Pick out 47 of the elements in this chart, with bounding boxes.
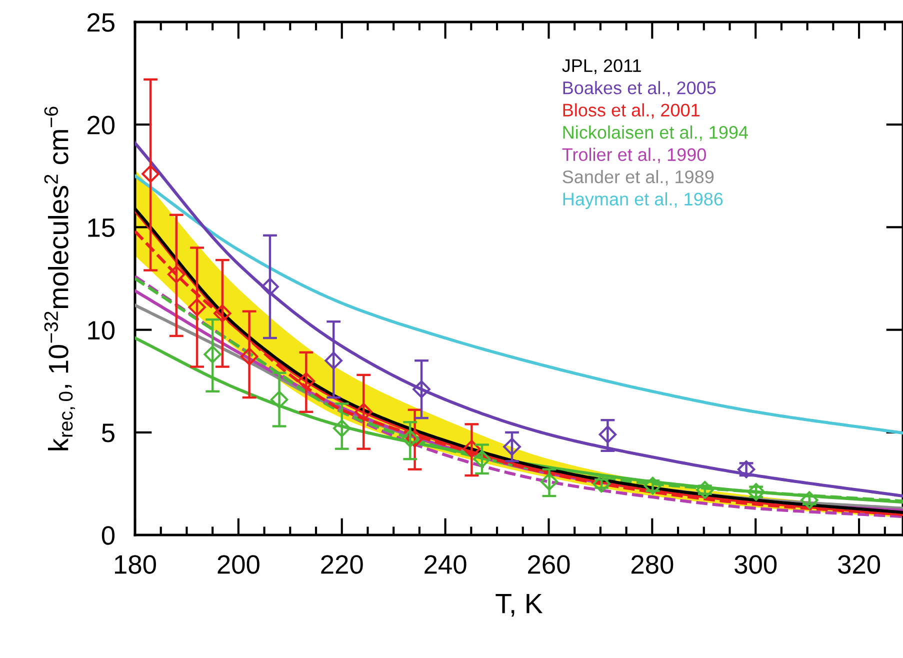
point	[503, 438, 521, 456]
point	[261, 278, 279, 296]
legend-label: JPL, 2011	[562, 59, 641, 74]
point	[297, 372, 316, 390]
point	[462, 440, 481, 458]
x-tick-label: 220	[321, 555, 363, 574]
y-tick-label: 0	[102, 526, 115, 545]
y-tick-label: 25	[88, 13, 114, 32]
text: Boakes et al., 2005	[563, 81, 716, 96]
text: Sander et al., 1989	[562, 170, 714, 186]
x-tick-label: 200	[218, 555, 260, 574]
point	[142, 164, 160, 183]
x-axis-title: T, K	[496, 594, 543, 617]
x-tick-label: 320	[838, 555, 880, 574]
point	[270, 390, 288, 408]
y-tick-label: 20	[88, 116, 115, 134]
point	[188, 298, 206, 316]
text: Hayman et al., 1986	[563, 192, 723, 210]
point	[800, 491, 818, 510]
y-tick-label: 15	[88, 218, 114, 238]
point	[324, 352, 342, 370]
point	[204, 346, 222, 364]
point	[592, 474, 610, 493]
x-tick-label: 280	[631, 555, 674, 574]
y-tick-label: 5	[102, 424, 114, 442]
text: Trolier et al., 1990	[562, 148, 706, 164]
y-tick-label: 10	[88, 320, 115, 340]
point	[401, 430, 420, 448]
point	[332, 419, 351, 438]
text: Bloss et al., 2001	[563, 103, 700, 119]
x-tick-label: 240	[424, 555, 466, 574]
point	[214, 304, 232, 322]
point	[240, 348, 258, 366]
point	[598, 426, 617, 444]
x-tick-label: 180	[115, 555, 156, 574]
point	[412, 380, 430, 398]
point	[406, 430, 424, 448]
point	[167, 265, 186, 284]
x-tick-label: 260	[528, 555, 570, 574]
point	[540, 472, 558, 491]
point	[473, 450, 491, 468]
x-tick-label: 300	[734, 555, 777, 574]
point	[696, 480, 714, 499]
point	[354, 402, 372, 421]
y-axis-title: k$_{rec,0}$, 10$^{−32}$molecules$^{2}$ cm$^{−6}$	[44, 106, 75, 450]
text: Nickolaisen et al., 1994	[563, 126, 748, 141]
point	[644, 476, 662, 495]
